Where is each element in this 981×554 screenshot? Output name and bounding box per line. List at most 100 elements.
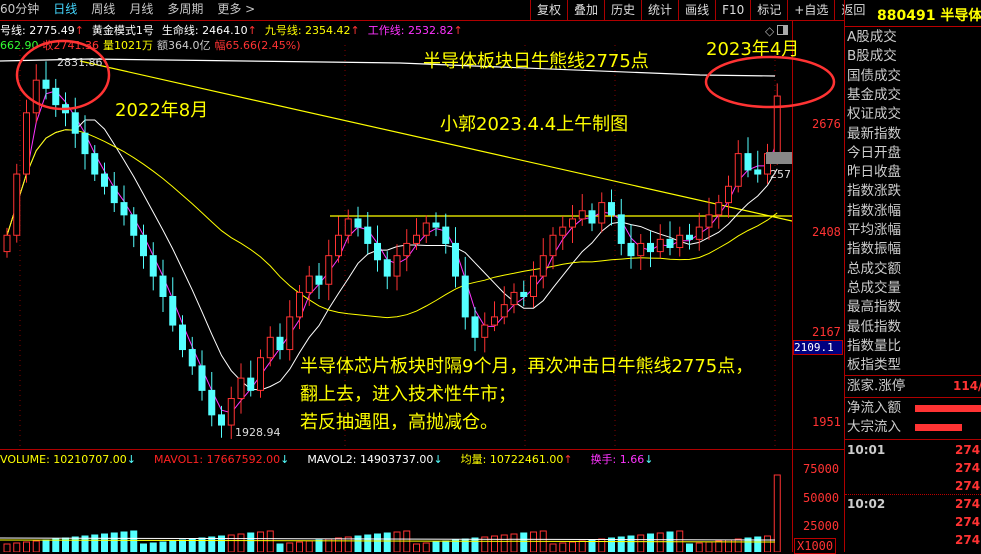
candlestick-chart[interactable] — [0, 45, 792, 449]
indicator-line-2: 662.90 收2741.36 量1021万 额364.0亿 幅65.66(2.45%) — [0, 37, 305, 53]
volume-bar — [198, 537, 206, 552]
candle-body — [442, 226, 450, 244]
arrow-up-icon: ↑ — [350, 24, 360, 37]
candle-body — [491, 316, 498, 326]
candle-body — [218, 414, 225, 426]
stat-row: 国债成交 — [847, 67, 901, 84]
annotation-author: 小郭2023.4.4上午制图 — [440, 114, 629, 135]
candle-body — [569, 218, 576, 228]
candle-body — [734, 153, 742, 187]
arrow-down-icon: ↓ — [126, 453, 136, 466]
volume-bar — [52, 538, 60, 552]
volume-bar — [344, 536, 352, 552]
volume-bar — [110, 532, 118, 552]
candle-body — [335, 234, 342, 257]
add-watchlist-button[interactable]: +自选 — [787, 0, 834, 20]
volume-bar — [637, 534, 645, 552]
security-name: 半导体 — [940, 8, 981, 24]
volume-bar — [754, 536, 762, 552]
up-limit-label: 涨家.涨停 — [847, 378, 906, 394]
low-price-label: 1928.94 — [235, 426, 281, 439]
candle-body — [364, 226, 372, 244]
volume-bar — [23, 541, 30, 552]
candle-body — [471, 316, 479, 338]
divider — [844, 0, 845, 552]
candle-body — [578, 210, 586, 220]
f10-button[interactable]: F10 — [715, 0, 750, 20]
volume-bar — [452, 539, 459, 552]
volume-bar — [354, 535, 362, 552]
right-panel: 880491 半导体 A股成交 B股成交 国债成交 基金成交 权证成交 最新指数 今日开盘昨… — [845, 0, 981, 552]
tick-time: 10:02 — [847, 497, 886, 511]
arrow-up-icon: ↑ — [453, 24, 463, 37]
candle-body — [325, 255, 333, 285]
price-tick: 2167 — [812, 325, 841, 339]
volume-bar — [656, 532, 664, 552]
candle-body — [666, 238, 674, 249]
history-button[interactable]: 历史 — [604, 0, 641, 20]
volume-chart[interactable] — [0, 462, 792, 552]
volume-bar — [335, 537, 342, 552]
annotation-comment-3: 若反抽遇阻，高抛减仓。 — [300, 412, 498, 433]
indicator-value: 九号线: 2354.42 — [264, 24, 351, 37]
candle-body — [656, 238, 664, 253]
candle-body — [432, 222, 440, 228]
tab-daily[interactable]: 日线 — [53, 2, 78, 16]
volume-bar — [364, 534, 372, 552]
volume-bar — [432, 541, 440, 552]
candle-body — [23, 112, 30, 175]
candle-body — [266, 336, 274, 359]
candle-body — [617, 214, 625, 244]
net-inflow-bar — [915, 405, 981, 412]
diamond-icon[interactable]: ◇ — [765, 24, 775, 38]
arrow-down-icon: ↓ — [433, 453, 443, 466]
candle-body — [374, 242, 381, 261]
candle-body — [510, 291, 518, 306]
net-inflow-label: 净流入额 — [847, 400, 901, 416]
panel-toggle-icon[interactable] — [777, 25, 788, 35]
volume-bar — [481, 536, 489, 552]
annotation-date-left: 2022年8月 — [115, 100, 209, 121]
arrow-up-icon: ↑ — [247, 24, 257, 37]
tab-weekly[interactable]: 周线 — [91, 2, 116, 16]
candle-body — [257, 357, 264, 391]
tab-multi-period[interactable]: 多周期 — [167, 2, 204, 16]
draw-line-button[interactable]: 画线 — [678, 0, 715, 20]
tab-monthly[interactable]: 月线 — [129, 2, 154, 16]
back-button[interactable]: 返回 — [834, 0, 871, 20]
volume-bar — [608, 537, 615, 552]
candle-body — [188, 349, 196, 367]
volume-bar — [500, 534, 508, 552]
volume-bar — [32, 540, 40, 552]
tab-60min[interactable]: 60分钟 — [0, 2, 40, 16]
candle-body — [110, 185, 118, 204]
tab-more[interactable]: 更多 > — [217, 2, 256, 16]
overlay-button[interactable]: 叠加 — [567, 0, 604, 20]
candle-body — [705, 214, 713, 228]
annotation-date-right: 2023年4月 — [706, 39, 800, 60]
volume-bar — [617, 536, 625, 552]
mavol2-line — [0, 537, 776, 541]
volume-bar — [227, 534, 235, 552]
mark-button[interactable]: 标记 — [750, 0, 787, 20]
tick-time: 10:01 — [847, 443, 886, 457]
candle-body — [461, 275, 469, 318]
stat-row: 指数振幅 — [847, 241, 901, 258]
candle-body — [452, 242, 459, 277]
volume-bar — [422, 542, 430, 552]
restore-rights-button[interactable]: 复权 — [530, 0, 567, 20]
volume-bar — [510, 533, 518, 552]
quote-value: 幅65.66(2.45%) — [214, 39, 301, 52]
candle-body — [559, 226, 567, 236]
annotation-title: 半导体板块日牛熊线2775点 — [423, 51, 649, 72]
volume-bar — [91, 534, 99, 552]
high-price-label: 2831.86 — [57, 56, 103, 69]
stat-row: 总成交额 — [847, 260, 901, 277]
volume-bar — [3, 543, 11, 552]
period-tabs: 60分钟 日线 周线 月线 多周期 更多 > — [0, 0, 269, 20]
candle-body — [130, 214, 138, 236]
volume-bar — [42, 539, 50, 552]
volume-bar — [188, 538, 196, 552]
statistics-button[interactable]: 统计 — [641, 0, 678, 20]
indicator-line-1: 号线: 2775.49↑ 黄金模式1号 生命线: 2464.10↑ 九号线: 2354… — [0, 22, 471, 38]
